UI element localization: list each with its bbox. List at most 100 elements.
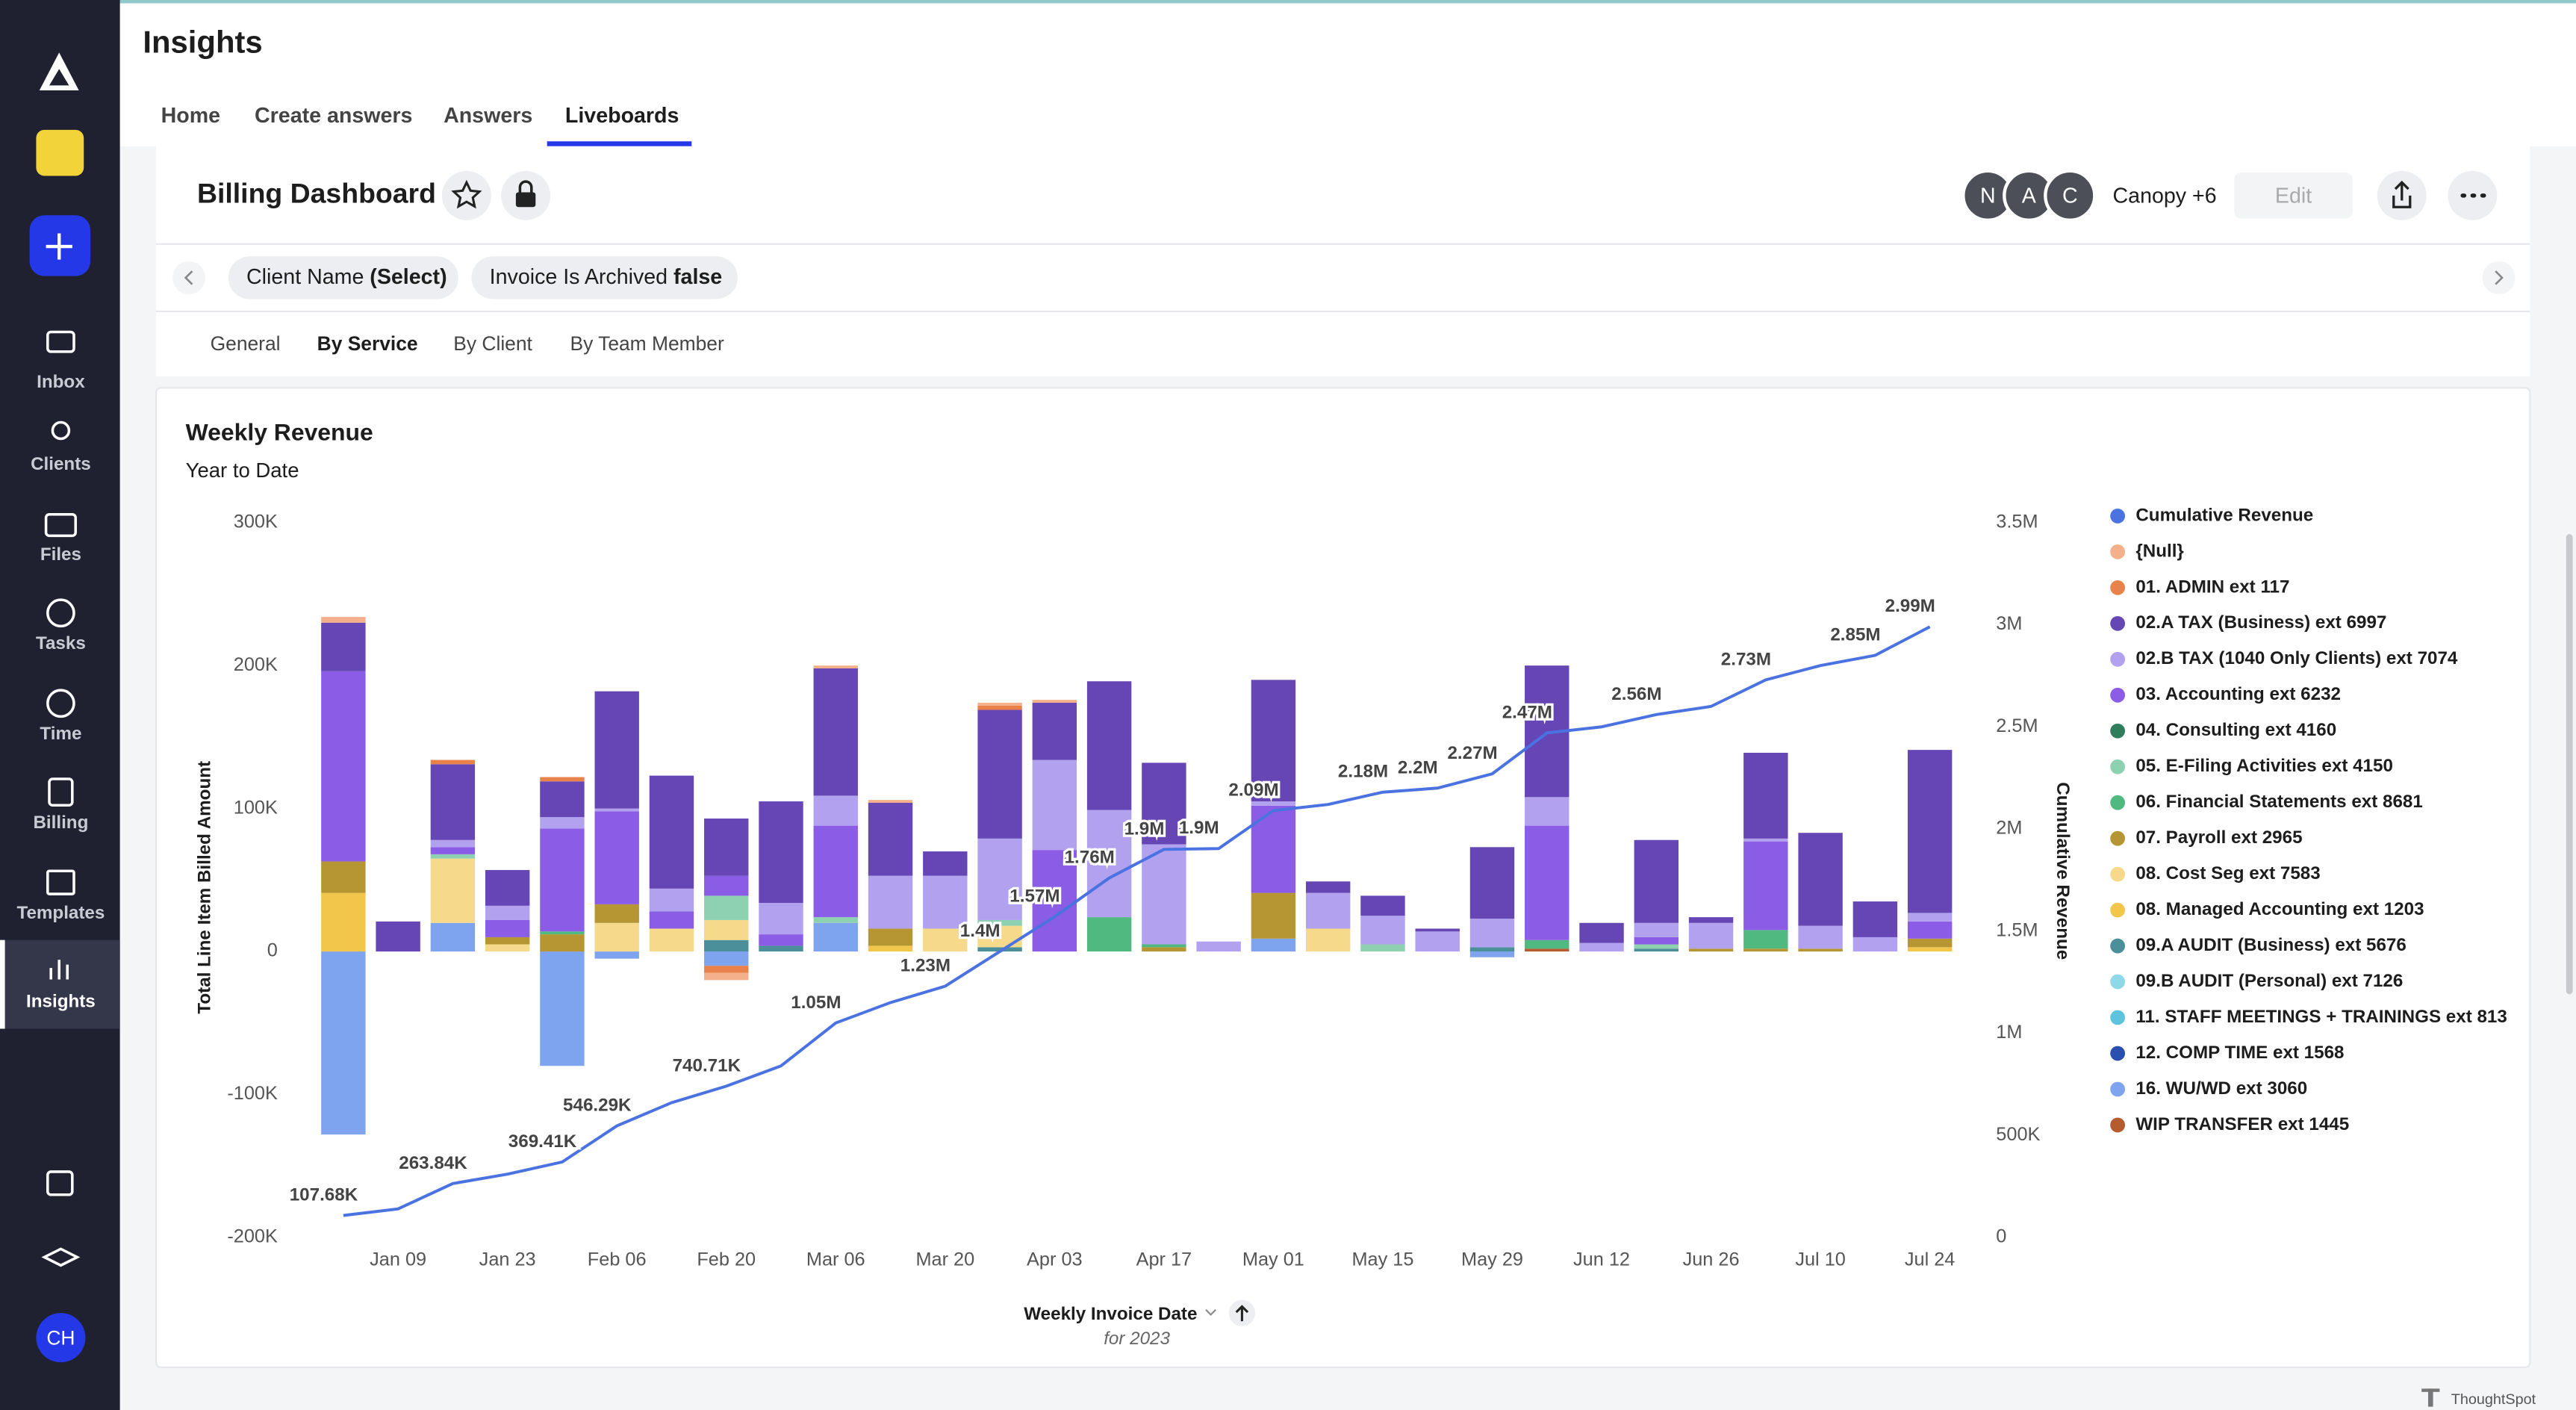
bar-segment bbox=[1798, 833, 1843, 926]
x-tick-label: May 01 bbox=[1242, 1249, 1304, 1270]
legend-label: 12. COMP TIME ext 1568 bbox=[2135, 1043, 2344, 1063]
templates-icon bbox=[46, 869, 75, 895]
bar-segment bbox=[1907, 750, 1953, 913]
calendar-icon[interactable] bbox=[46, 1170, 74, 1196]
filter-label: Invoice Is Archived bbox=[490, 264, 668, 288]
bar-segment bbox=[1142, 944, 1186, 948]
bar-segment bbox=[540, 828, 585, 932]
legend-label: 03. Accounting ext 6232 bbox=[2135, 684, 2341, 704]
tasks-icon bbox=[46, 598, 75, 628]
filter-chip[interactable] bbox=[471, 256, 738, 299]
scroll-right[interactable] bbox=[2482, 261, 2516, 294]
bar-segment bbox=[1525, 797, 1569, 826]
members[interactable]: Canopy +6 bbox=[2113, 184, 2217, 208]
legend-swatch bbox=[2110, 687, 2126, 703]
bar-segment bbox=[1032, 760, 1077, 851]
y-tick-label: 0 bbox=[267, 940, 278, 961]
legend-label: {Null} bbox=[2135, 541, 2184, 561]
tab-active[interactable]: Liveboards bbox=[565, 104, 679, 128]
nav-item[interactable]: Inbox bbox=[37, 372, 85, 392]
tab[interactable]: Answers bbox=[444, 104, 532, 128]
legend: Cumulative Revenue {Null} 01. ADMIN ext 11… bbox=[2110, 505, 2507, 1134]
edit-button[interactable] bbox=[2234, 173, 2353, 219]
bar-segment bbox=[704, 951, 749, 966]
bar-segment bbox=[1415, 931, 1460, 952]
bar-segment bbox=[1086, 681, 1132, 810]
bar-segment bbox=[868, 875, 913, 929]
nav-item[interactable]: Time bbox=[40, 724, 81, 744]
bar-segment bbox=[430, 847, 476, 854]
legend-label: 02.B TAX (1040 Only Clients) ext 7074 bbox=[2135, 648, 2458, 668]
bar-segment bbox=[759, 801, 803, 903]
bar-segment bbox=[540, 781, 585, 818]
filter-chip[interactable] bbox=[228, 256, 458, 299]
nav-item[interactable]: Files bbox=[40, 544, 81, 565]
bar-segment bbox=[1743, 752, 1788, 839]
sub-tab-active[interactable]: By Service bbox=[317, 332, 418, 355]
y-axis-title: Total Line Item Billed Amount bbox=[194, 761, 214, 1014]
bar-segment bbox=[321, 951, 366, 1135]
y2-tick-label: 3.5M bbox=[1996, 511, 2038, 532]
bar-segment bbox=[1634, 922, 1679, 937]
scroll-left[interactable] bbox=[172, 261, 206, 294]
avatar[interactable] bbox=[36, 1313, 86, 1363]
data-label: 740.71K bbox=[673, 1055, 741, 1075]
sub-tab[interactable]: By Client bbox=[453, 332, 532, 355]
bar-segment bbox=[813, 825, 858, 918]
favorite-button[interactable] bbox=[441, 170, 491, 220]
bar-segment bbox=[1142, 947, 1186, 952]
nav-item[interactable]: Insights bbox=[26, 992, 96, 1012]
bar-segment bbox=[540, 934, 585, 952]
y2-tick-label: 2M bbox=[1996, 818, 2022, 839]
bar-segment bbox=[759, 945, 803, 952]
bar-segment bbox=[485, 919, 530, 937]
scrollbar[interactable] bbox=[2566, 534, 2573, 995]
bar-segment bbox=[485, 869, 530, 906]
bar-segment bbox=[430, 858, 476, 923]
legend-label: 09.B AUDIT (Personal) ext 7126 bbox=[2135, 971, 2403, 991]
bar-segment bbox=[923, 851, 968, 876]
bar-segment bbox=[649, 911, 694, 929]
nav-item[interactable]: Billing bbox=[33, 813, 88, 833]
bar-segment bbox=[704, 919, 749, 940]
chevron bbox=[184, 270, 193, 285]
bar-segment bbox=[1032, 702, 1077, 760]
nav-item[interactable]: Templates bbox=[16, 903, 105, 923]
bar-segment bbox=[1360, 916, 1405, 945]
nav-item[interactable]: Tasks bbox=[36, 633, 86, 653]
learn-icon[interactable] bbox=[41, 1247, 81, 1267]
bar-segment bbox=[1688, 917, 1734, 923]
sort-chevron[interactable] bbox=[1205, 1308, 1216, 1316]
bar-segment bbox=[1469, 951, 1515, 957]
tab[interactable]: Home bbox=[161, 104, 220, 128]
tab[interactable]: Create answers bbox=[255, 104, 412, 128]
header-bg bbox=[119, 0, 2576, 146]
logo[interactable] bbox=[39, 52, 79, 91]
bar-segment bbox=[923, 875, 968, 929]
sort-icon bbox=[1235, 1305, 1249, 1322]
nav-item[interactable]: Clients bbox=[31, 454, 91, 474]
legend-label: Cumulative Revenue bbox=[2135, 505, 2313, 525]
bar-segment bbox=[594, 904, 639, 923]
data-label: 2.27M bbox=[1447, 743, 1497, 763]
divider bbox=[156, 310, 2530, 313]
y2-axis-title: Cumulative Revenue bbox=[2053, 782, 2073, 960]
bar-segment bbox=[977, 919, 1022, 926]
bar-segment bbox=[1525, 940, 1569, 949]
data-label: 107.68K bbox=[290, 1184, 358, 1205]
legend-label: 04. Consulting ext 4160 bbox=[2135, 720, 2336, 740]
bar-segment bbox=[540, 817, 585, 829]
bar-segment bbox=[1579, 942, 1624, 952]
data-label: 1.57M bbox=[1009, 886, 1060, 907]
sub-tab[interactable]: By Team Member bbox=[570, 332, 724, 355]
workspace-icon[interactable] bbox=[36, 129, 84, 176]
sub-tab[interactable]: General bbox=[211, 332, 281, 355]
bar-segment bbox=[540, 931, 585, 935]
legend-label: 16. WU/WD ext 3060 bbox=[2135, 1078, 2307, 1099]
bar-segment bbox=[1743, 948, 1788, 952]
legend-label: 01. ADMIN ext 117 bbox=[2135, 577, 2289, 597]
bar-segment bbox=[1305, 892, 1351, 929]
bar-segment bbox=[1032, 850, 1077, 952]
liveboard-title: Billing Dashboard bbox=[197, 178, 436, 209]
bar-segment bbox=[1469, 947, 1515, 952]
